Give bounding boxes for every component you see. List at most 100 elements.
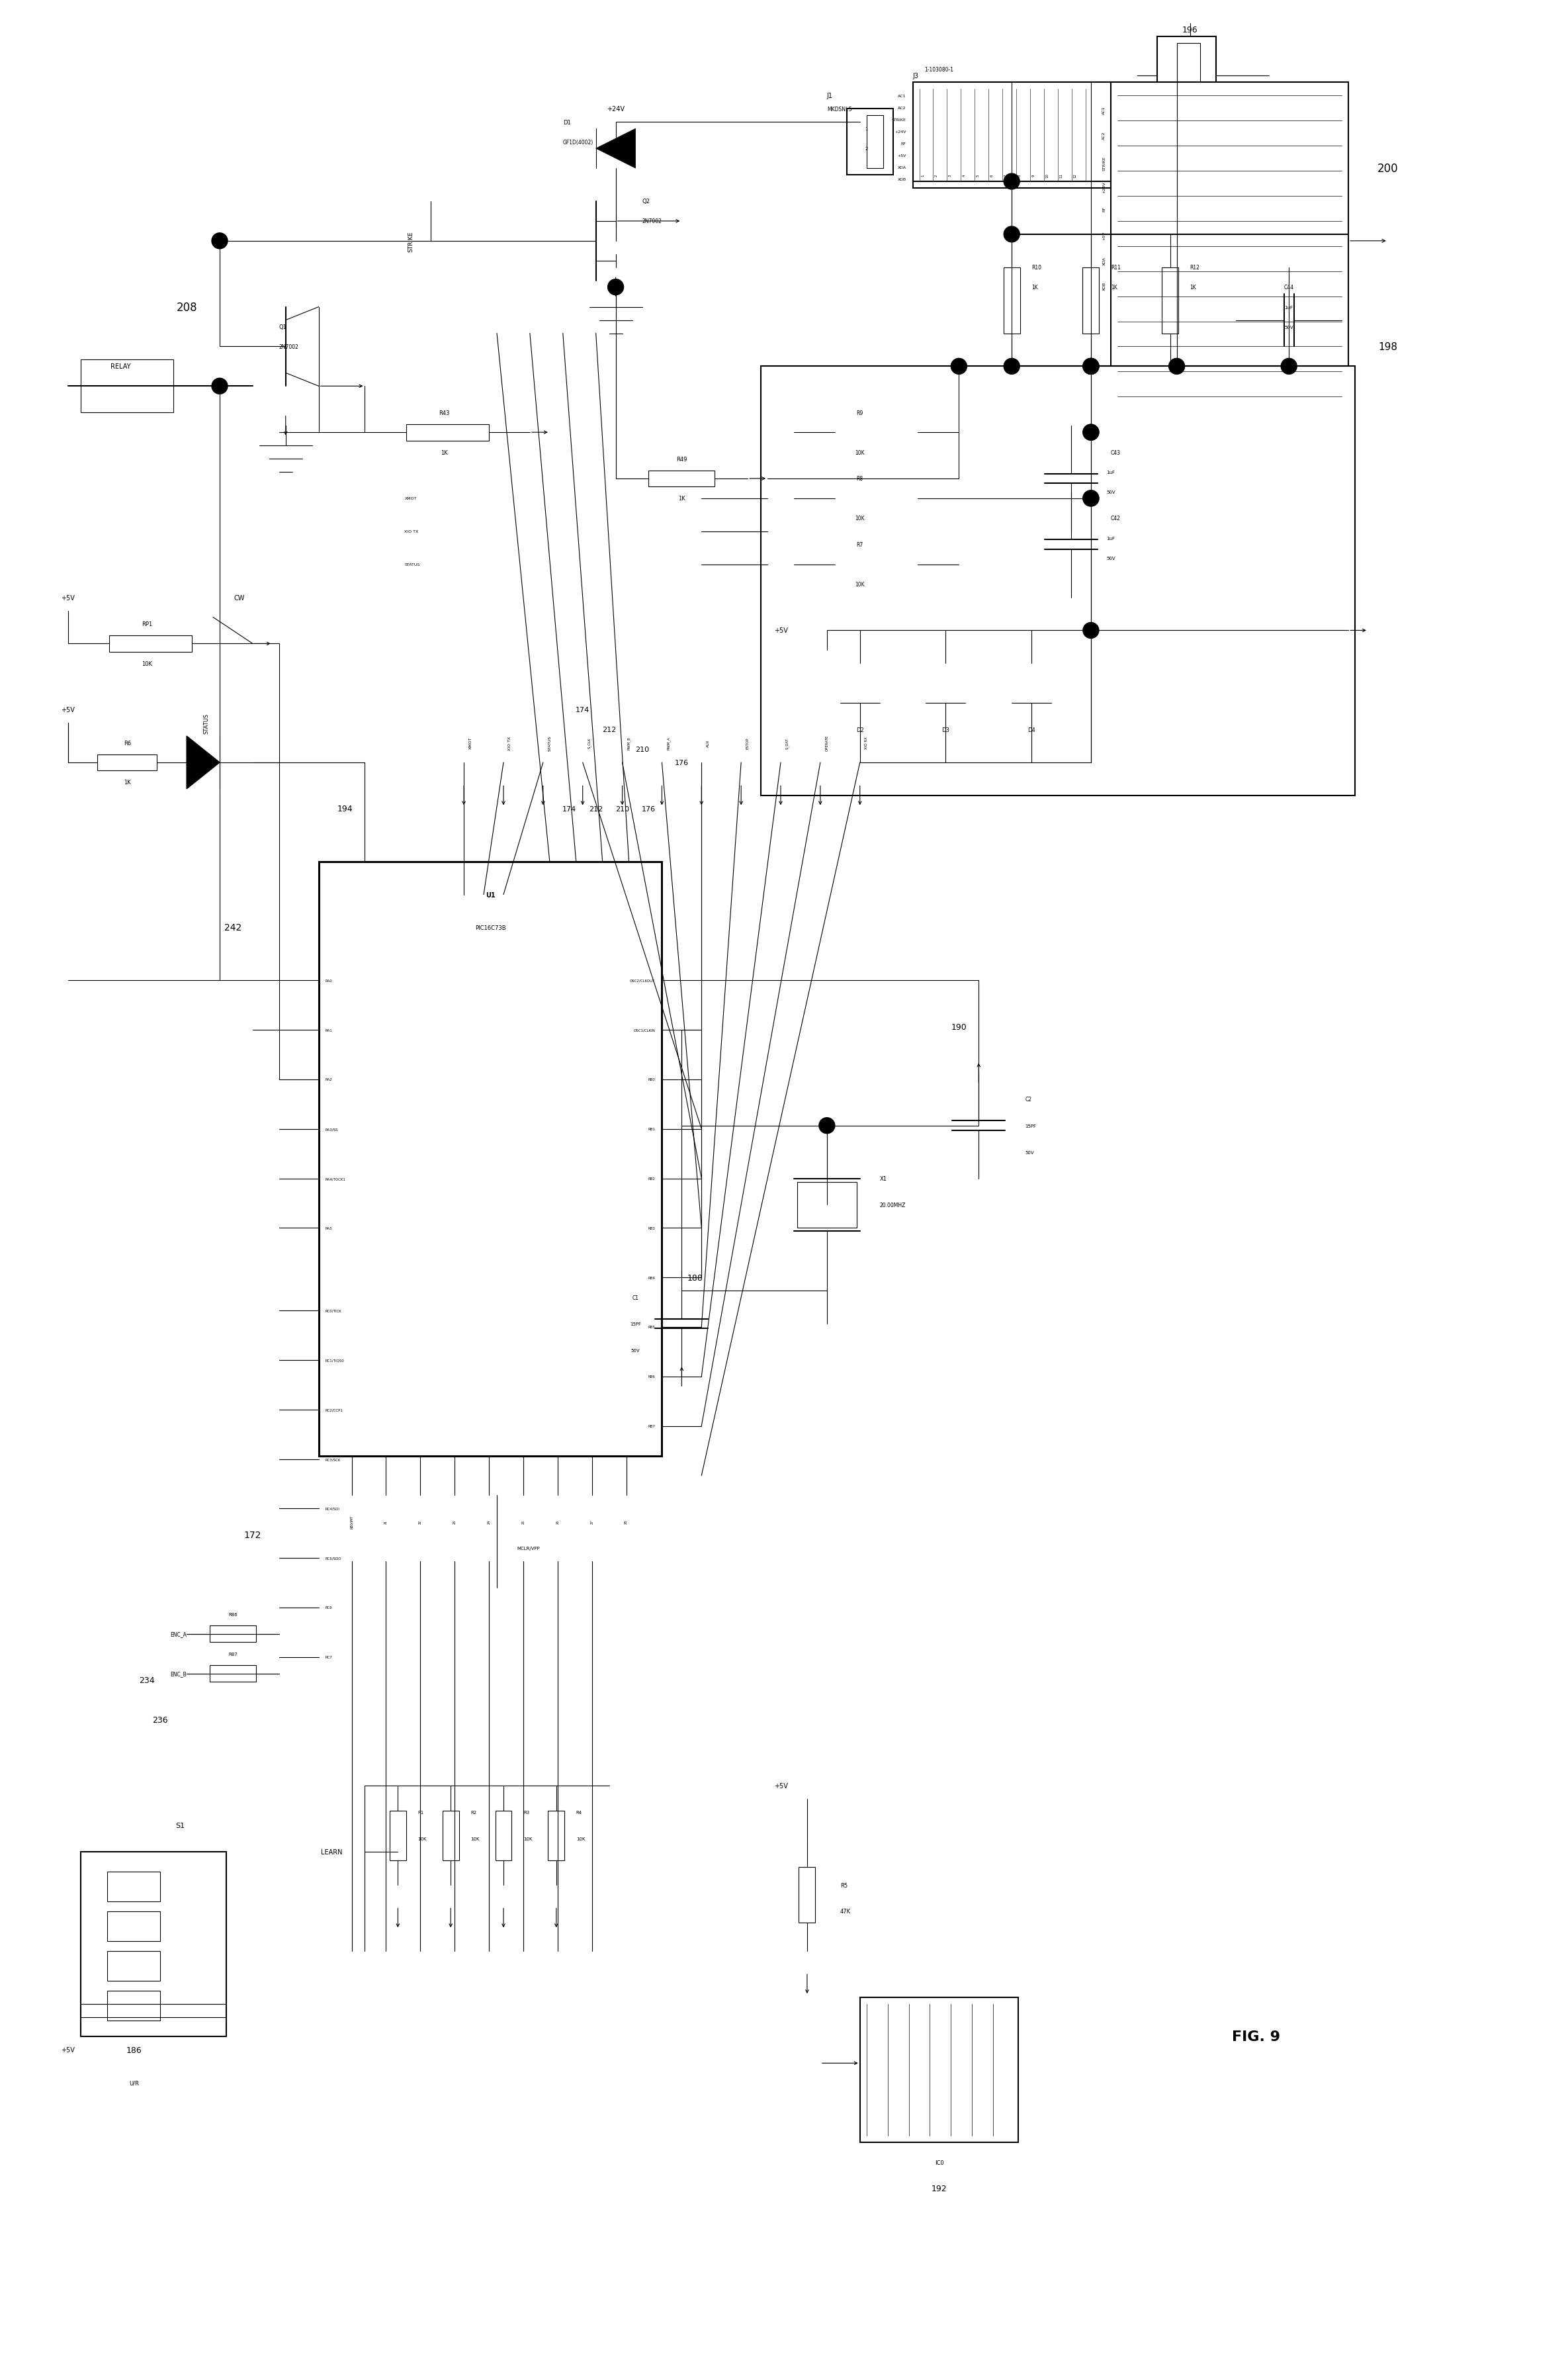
Text: 192: 192	[931, 2184, 947, 2194]
Bar	[318, 863, 662, 1456]
Text: +24V: +24V	[1102, 182, 1105, 194]
Text: U/R: U/R	[129, 2080, 140, 2085]
Text: 190: 190	[952, 1024, 967, 1031]
Text: STATUS: STATUS	[549, 735, 552, 752]
Text: RF: RF	[902, 142, 906, 144]
Text: R9: R9	[856, 409, 864, 416]
Text: 1K: 1K	[441, 449, 447, 456]
Text: AC2: AC2	[1102, 130, 1105, 139]
Text: 28: 28	[624, 1520, 627, 1525]
Text: 194: 194	[337, 804, 353, 813]
Text: 50V: 50V	[1284, 326, 1294, 329]
Text: AUX: AUX	[707, 740, 710, 747]
Text: D4: D4	[1027, 726, 1035, 733]
Text: 50V: 50V	[1025, 1151, 1033, 1154]
Bar	[760, 366, 1355, 797]
Text: 21: 21	[384, 1520, 387, 1525]
Text: 1K: 1K	[1190, 284, 1196, 291]
Text: 176: 176	[674, 759, 688, 766]
Text: OPERATE: OPERATE	[825, 735, 828, 752]
Text: RB4: RB4	[648, 1277, 655, 1279]
Text: 10K: 10K	[855, 515, 864, 522]
Bar	[406, 426, 489, 442]
Text: 188: 188	[687, 1274, 702, 1281]
Text: S_CLK: S_CLK	[588, 738, 591, 749]
Text: 15PF: 15PF	[1025, 1123, 1036, 1128]
Text: C42: C42	[1110, 515, 1121, 522]
Text: RB2: RB2	[648, 1177, 655, 1180]
Text: C2: C2	[1025, 1097, 1032, 1102]
Text: XIO TX: XIO TX	[405, 530, 419, 534]
Text: R43: R43	[439, 409, 450, 416]
Text: 50V: 50V	[1105, 556, 1115, 560]
Circle shape	[1083, 426, 1099, 440]
Text: XOB: XOB	[897, 177, 906, 182]
Text: RA2: RA2	[325, 1078, 332, 1080]
Text: R5: R5	[840, 1882, 847, 1889]
Bar	[549, 1811, 564, 1860]
Text: CW: CW	[234, 593, 245, 600]
Text: RC7: RC7	[325, 1655, 332, 1660]
Text: 10K: 10K	[855, 582, 864, 589]
Circle shape	[1083, 492, 1099, 506]
Text: 242: 242	[224, 924, 241, 931]
Text: XOA: XOA	[897, 165, 906, 170]
Circle shape	[1083, 359, 1099, 376]
Text: MKDSNI.5: MKDSNI.5	[826, 106, 851, 113]
Text: PWM_A: PWM_A	[666, 738, 671, 749]
Text: R11: R11	[1110, 265, 1121, 272]
Text: RC4/SDI: RC4/SDI	[325, 1508, 340, 1511]
Text: R2: R2	[470, 1811, 477, 1813]
Text: 10K: 10K	[524, 1837, 532, 1842]
Text: R3: R3	[524, 1811, 530, 1813]
Text: R86: R86	[229, 1612, 237, 1617]
Circle shape	[608, 279, 624, 296]
Bar	[97, 754, 157, 771]
Text: 22: 22	[419, 1520, 422, 1525]
Text: 1uF: 1uF	[1107, 537, 1115, 541]
Bar	[836, 556, 917, 572]
Text: ESTOP: ESTOP	[746, 738, 750, 749]
Polygon shape	[187, 738, 220, 790]
Text: XIO TX: XIO TX	[508, 735, 511, 749]
Text: STRIKE: STRIKE	[892, 118, 906, 121]
Text: J1: J1	[826, 92, 833, 99]
Bar	[1004, 267, 1019, 333]
Bar	[1110, 83, 1348, 426]
Text: 2N7002: 2N7002	[641, 217, 662, 225]
Text: 50V: 50V	[1105, 489, 1115, 494]
Text: RA3/SS: RA3/SS	[325, 1128, 339, 1130]
Polygon shape	[596, 130, 635, 168]
Text: 174: 174	[563, 806, 577, 813]
Text: Q1: Q1	[279, 324, 287, 331]
Text: RC2/CCP1: RC2/CCP1	[325, 1409, 343, 1411]
Text: R6: R6	[124, 740, 132, 747]
Text: PIC16C73B: PIC16C73B	[475, 924, 506, 931]
Text: 210: 210	[615, 806, 629, 813]
Polygon shape	[840, 664, 880, 704]
Bar	[836, 426, 917, 442]
Text: +24V: +24V	[607, 106, 624, 113]
Text: D1: D1	[563, 121, 571, 125]
Text: 1-103080-1: 1-103080-1	[925, 66, 953, 73]
Circle shape	[1004, 175, 1019, 189]
Text: +24V: +24V	[894, 130, 906, 132]
Text: STATUS: STATUS	[204, 714, 210, 733]
Bar	[797, 1182, 856, 1229]
Text: XOA: XOA	[1102, 258, 1105, 265]
Text: 47K: 47K	[840, 1908, 851, 1915]
Text: 2N7002: 2N7002	[279, 345, 299, 350]
Text: RB3: RB3	[648, 1227, 655, 1229]
Text: 1K: 1K	[1110, 284, 1116, 291]
Circle shape	[1168, 359, 1185, 376]
Text: RB0: RB0	[648, 1078, 655, 1080]
Text: R12: R12	[1190, 265, 1200, 272]
Bar	[913, 83, 1110, 189]
Text: R87: R87	[229, 1652, 237, 1655]
Text: 10K: 10K	[141, 662, 152, 667]
Text: +5V: +5V	[61, 2047, 75, 2054]
Text: ENC_B: ENC_B	[171, 1671, 187, 1676]
Circle shape	[1004, 227, 1019, 243]
Text: STRIKE: STRIKE	[408, 232, 414, 253]
Text: Q2: Q2	[641, 199, 651, 206]
